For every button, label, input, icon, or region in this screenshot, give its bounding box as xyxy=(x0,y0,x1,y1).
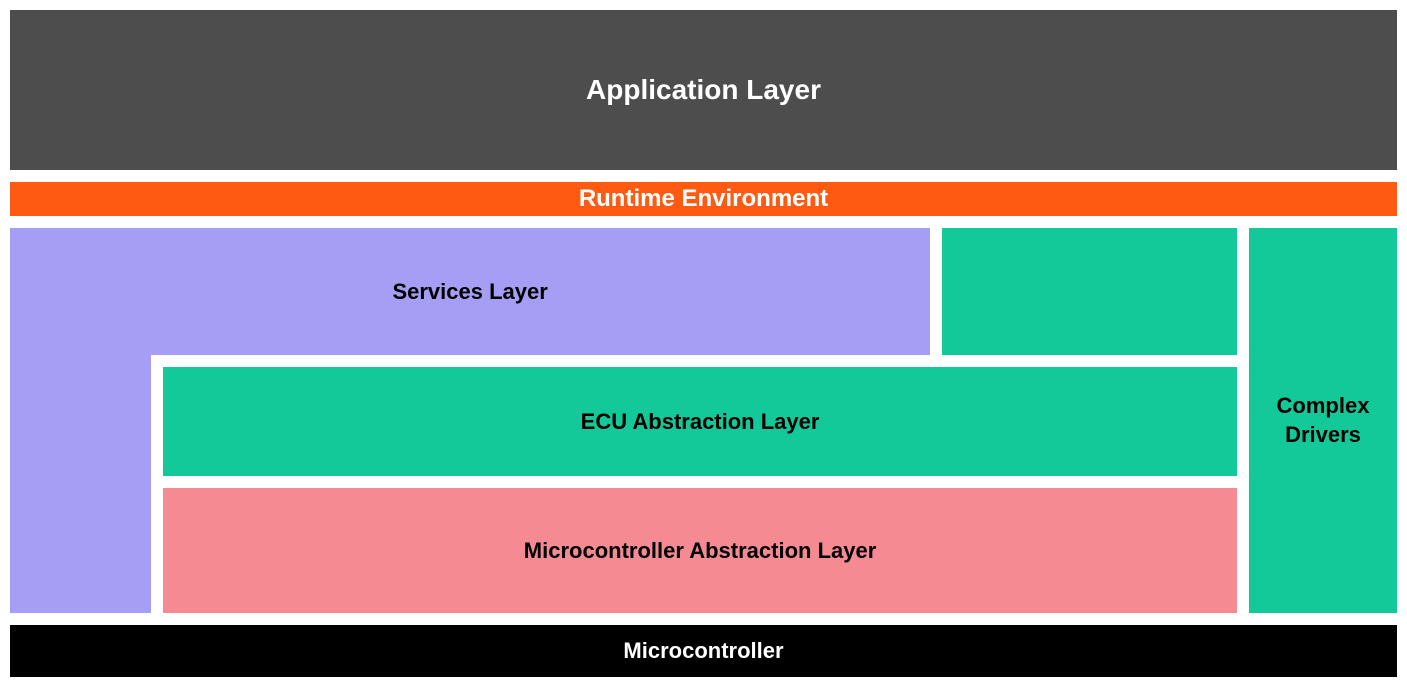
middle-section: Services Layer ECU Abstraction Layer Mic… xyxy=(10,228,1397,613)
services-layer-tail xyxy=(10,355,151,613)
runtime-environment-block: Runtime Environment xyxy=(10,182,1397,216)
microcontroller-abstraction-layer-block: Microcontroller Abstraction Layer xyxy=(163,488,1237,613)
left-layer-stack: Services Layer ECU Abstraction Layer Mic… xyxy=(10,228,1237,613)
application-layer-block: Application Layer xyxy=(10,10,1397,170)
microcontroller-block: Microcontroller xyxy=(10,625,1397,677)
services-layer-block: Services Layer xyxy=(10,228,930,355)
ecu-abstraction-extension xyxy=(942,228,1237,355)
complex-drivers-block: Complex Drivers xyxy=(1249,228,1397,613)
ecu-abstraction-layer-block: ECU Abstraction Layer xyxy=(163,367,1237,476)
architecture-diagram: Application Layer Runtime Environment Se… xyxy=(10,10,1397,677)
